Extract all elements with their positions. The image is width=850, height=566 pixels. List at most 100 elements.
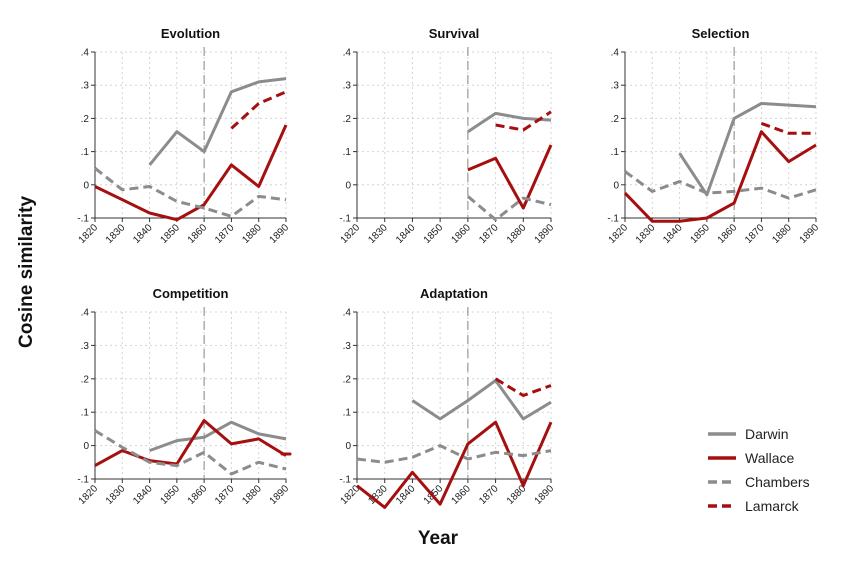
x-tick-label: 1830 [104, 483, 128, 507]
x-tick-label: 1890 [268, 222, 292, 246]
y-tick-label: .2 [81, 374, 90, 385]
x-tick-label: 1880 [505, 222, 529, 246]
y-tick-label: .3 [343, 341, 352, 352]
x-tick-label: 1870 [213, 222, 237, 246]
x-tick-label: 1890 [533, 483, 557, 507]
y-tick-label: .1 [81, 147, 90, 158]
series-line-wallace [94, 124, 288, 222]
series-line-wallace [467, 144, 553, 210]
x-tick-label: 1860 [449, 483, 473, 507]
y-tick-label: .1 [343, 408, 352, 419]
x-tick-label: 1880 [770, 222, 794, 246]
x-tick-label: 1850 [422, 222, 446, 246]
panel-survival: Survival -.1 0 .1 .2 .3 .4 1820 1830 1840 1850 1860… [339, 26, 557, 246]
series-line-lamarck [760, 121, 816, 135]
panel-evolution: Evolution -.1 0 .1 .2 .3 .4 1820 1830 1840 1850 186… [77, 26, 292, 246]
series-line-darwin [678, 102, 817, 197]
panel-selection: Selection -.1 0 .1 .2 .3 .4 1820 1830 1840 1850 186… [607, 26, 822, 246]
y-tick-label: .1 [343, 147, 352, 158]
y-tick-label: .4 [343, 48, 352, 59]
y-tick-label: -.1 [77, 475, 89, 486]
panel-title: Adaptation [420, 286, 488, 301]
x-tick-label: 1850 [158, 222, 182, 246]
x-tick-label: 1820 [77, 222, 101, 246]
x-tick-label: 1870 [743, 222, 767, 246]
series-line-chambers [94, 167, 287, 218]
series-line-wallace [623, 130, 817, 223]
panel-title: Selection [692, 26, 750, 41]
x-tick-label: 1840 [131, 222, 155, 246]
panel-title: Competition [153, 286, 229, 301]
x-tick-label: 1840 [661, 222, 685, 246]
series-line-darwin [411, 379, 552, 421]
legend-label-chambers: Chambers [745, 474, 810, 490]
x-tick-label: 1850 [158, 483, 182, 507]
y-tick-label: 0 [613, 180, 619, 191]
x-tick-label: 1860 [186, 483, 210, 507]
y-axis-title: Cosine similarity [16, 196, 37, 348]
panel-title: Evolution [161, 26, 220, 41]
x-tick-label: 1830 [634, 222, 658, 246]
x-tick-label: 1860 [449, 222, 473, 246]
x-tick-label: 1860 [186, 222, 210, 246]
x-tick-label: 1820 [77, 483, 101, 507]
x-tick-label: 1890 [268, 483, 292, 507]
x-tick-label: 1840 [394, 222, 418, 246]
x-tick-label: 1890 [798, 222, 822, 246]
x-axis-title: Year [418, 528, 459, 549]
y-tick-label: .1 [611, 147, 620, 158]
series-line-lamarck [494, 377, 552, 397]
series-line-wallace [94, 419, 287, 467]
x-tick-label: 1830 [366, 222, 390, 246]
x-tick-label: 1870 [477, 222, 501, 246]
y-tick-label: 0 [83, 441, 89, 452]
y-tick-label: .2 [81, 114, 90, 125]
y-tick-label: .3 [343, 81, 352, 92]
y-tick-label: .4 [343, 308, 352, 319]
legend-label-lamarck: Lamarck [745, 498, 800, 514]
y-tick-label: -.1 [339, 475, 351, 486]
y-tick-label: .4 [81, 308, 90, 319]
series-line-darwin [148, 77, 287, 166]
y-tick-label: 0 [83, 180, 89, 191]
y-tick-label: .3 [611, 81, 620, 92]
series-line-chambers [466, 195, 552, 222]
y-tick-label: .3 [81, 81, 90, 92]
x-tick-label: 1870 [477, 483, 501, 507]
y-tick-label: .4 [81, 48, 90, 59]
x-tick-label: 1880 [240, 222, 264, 246]
series-line-lamarck [495, 110, 552, 132]
x-tick-label: 1830 [104, 222, 128, 246]
y-tick-label: .2 [611, 114, 620, 125]
x-tick-label: 1880 [505, 483, 529, 507]
y-tick-label: .2 [343, 114, 352, 125]
legend-label-darwin: Darwin [745, 426, 789, 442]
panel-title: Survival [429, 26, 480, 41]
x-tick-label: 1820 [607, 222, 631, 246]
x-tick-label: 1870 [213, 483, 237, 507]
y-tick-label: .4 [611, 48, 620, 59]
series-line-chambers [356, 444, 552, 464]
series-line-darwin [149, 420, 287, 453]
legend: Darwin Wallace Chambers Lamarck [708, 426, 810, 514]
x-tick-label: 1890 [533, 222, 557, 246]
x-tick-label: 1820 [339, 222, 363, 246]
x-tick-label: 1840 [394, 483, 418, 507]
legend-label-wallace: Wallace [745, 450, 794, 466]
series-line-lamarck [230, 90, 287, 130]
x-tick-label: 1840 [131, 483, 155, 507]
series-line-wallace [356, 420, 553, 509]
series-line-chambers [624, 170, 817, 200]
y-tick-label: .3 [81, 341, 90, 352]
series-line-chambers [94, 429, 287, 476]
x-tick-label: 1880 [240, 483, 264, 507]
y-tick-label: -.1 [77, 214, 89, 225]
x-tick-label: 1860 [716, 222, 740, 246]
y-tick-label: .1 [81, 408, 90, 419]
y-tick-label: -.1 [607, 214, 619, 225]
y-tick-label: 0 [345, 441, 351, 452]
x-tick-label: 1850 [688, 222, 712, 246]
